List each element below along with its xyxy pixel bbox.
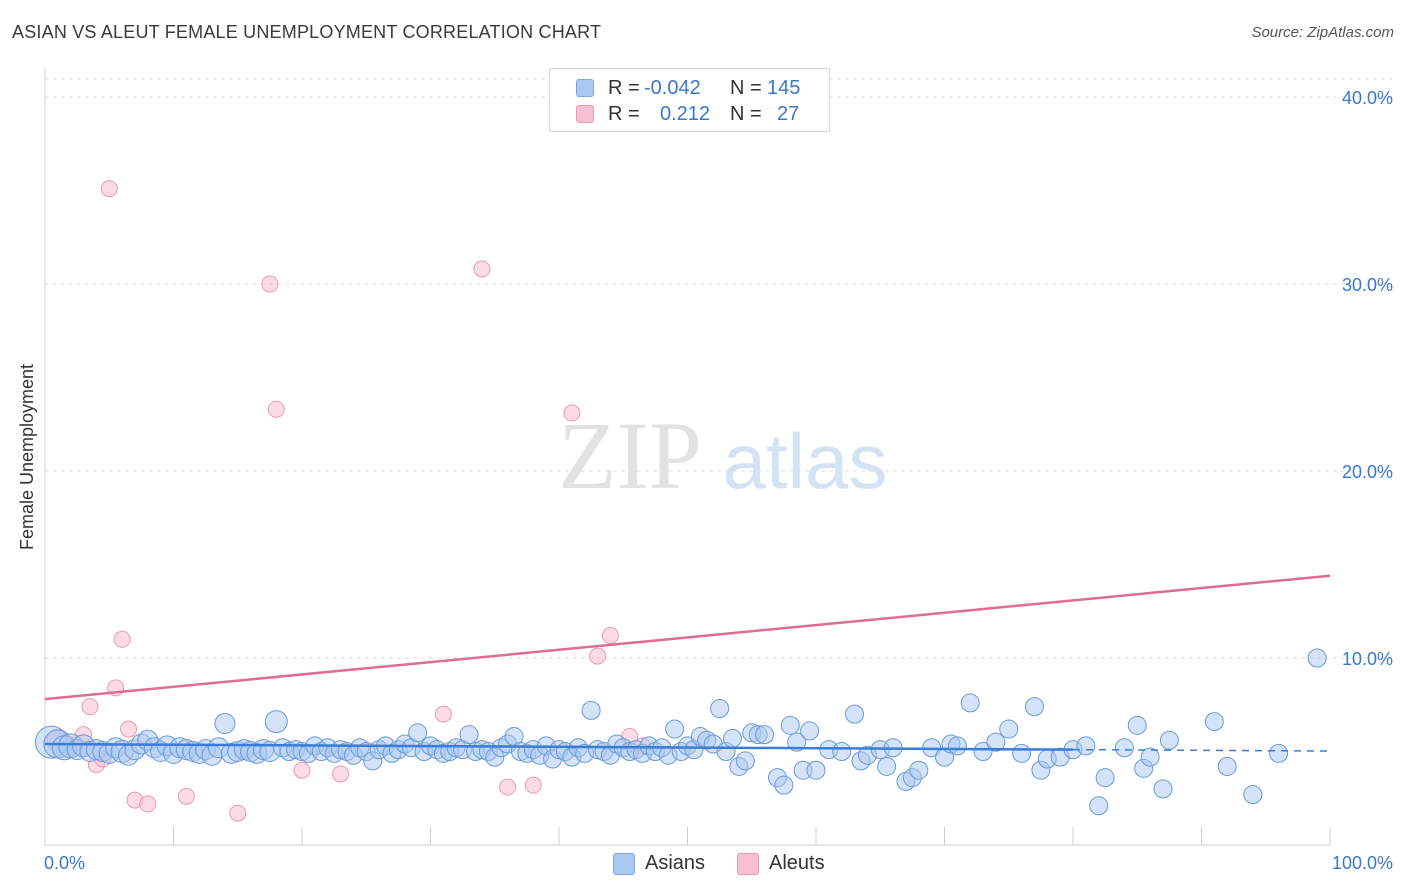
asian-point xyxy=(999,719,1019,739)
asian-point xyxy=(581,700,601,720)
legend-swatch-aleut xyxy=(576,105,594,123)
legend-n-label: N = xyxy=(730,103,762,125)
aleut-point xyxy=(524,776,542,794)
asian-point xyxy=(1153,779,1173,799)
asian-point xyxy=(1114,738,1134,758)
aleut-point xyxy=(293,761,311,779)
asian-point xyxy=(722,728,742,748)
asian-point xyxy=(459,725,479,745)
asian-point xyxy=(1243,785,1263,805)
legend-r-value: -0.042 xyxy=(644,77,701,99)
aleut-point xyxy=(261,275,279,293)
watermark: ZIP atlas xyxy=(558,402,887,509)
y-tick-label: 10.0% xyxy=(1342,649,1393,669)
asian-point xyxy=(1204,712,1224,732)
asian-points xyxy=(34,648,1327,816)
asian-point xyxy=(735,751,755,771)
legend-r-label: R = xyxy=(608,77,640,99)
asian-point xyxy=(408,723,428,743)
asian-point xyxy=(780,715,800,735)
asian-point xyxy=(960,693,980,713)
aleut-point xyxy=(499,778,517,796)
aleut-point xyxy=(332,765,350,783)
aleut-point xyxy=(267,400,285,418)
asian-point xyxy=(806,760,826,780)
asian-point xyxy=(774,775,794,795)
aleut-point xyxy=(434,705,452,723)
asian-point xyxy=(710,698,730,718)
asian-point xyxy=(755,725,775,745)
aleut-point xyxy=(177,787,195,805)
aleut-trend-line xyxy=(44,574,1331,701)
bottom-legend-swatch-aleuts xyxy=(737,853,759,875)
asian-point xyxy=(1127,715,1147,735)
asian-point xyxy=(1217,756,1237,776)
aleut-point xyxy=(473,260,491,278)
aleut-point xyxy=(120,720,138,738)
x-tick-label-start: 0.0% xyxy=(44,853,85,873)
correlation-legend: R = -0.042 N = 145 R = 0.212 N = 27 xyxy=(549,68,830,132)
aleut-point xyxy=(100,180,118,198)
bottom-legend-swatch-asians xyxy=(613,853,635,875)
aleut-point xyxy=(113,630,131,648)
chart-title: ASIAN VS ALEUT FEMALE UNEMPLOYMENT CORRE… xyxy=(12,22,602,42)
y-axis-label: Female Unemployment xyxy=(17,364,37,550)
legend-n-value: 145 xyxy=(767,77,801,99)
x-tick-label-end: 100.0% xyxy=(1332,853,1393,873)
aleut-point xyxy=(229,804,247,822)
asian-point xyxy=(832,742,852,761)
asian-point xyxy=(264,710,288,734)
asian-point xyxy=(1140,747,1160,767)
legend-n-label: N = xyxy=(730,77,762,99)
asian-point xyxy=(1307,648,1327,668)
axis-labels: 10.0% 20.0% 30.0% 40.0% 0.0% 100.0% Female Une… xyxy=(17,88,1393,873)
bottom-legend-label-asians: Asians xyxy=(645,852,706,874)
aleut-point xyxy=(139,795,157,813)
aleut-point xyxy=(601,627,619,645)
y-tick-label: 20.0% xyxy=(1342,462,1393,482)
legend-swatch-asian xyxy=(576,79,594,97)
legend-r-value: 0.212 xyxy=(660,103,711,125)
asian-point xyxy=(877,756,897,776)
asian-trend-line xyxy=(44,742,1074,751)
asian-point xyxy=(214,712,236,734)
asian-point xyxy=(1024,697,1044,717)
asian-point xyxy=(845,704,865,724)
axes xyxy=(44,68,1331,846)
trend-lines xyxy=(44,574,1331,752)
asian-point xyxy=(909,760,929,780)
watermark-atlas: atlas xyxy=(723,417,888,505)
asian-trend-extension xyxy=(1072,748,1331,752)
legend-n-value: 27 xyxy=(777,103,800,125)
y-tick-label: 30.0% xyxy=(1342,275,1393,295)
aleut-point xyxy=(589,647,607,665)
aleut-point xyxy=(563,404,581,422)
asian-point xyxy=(986,732,1006,752)
asian-point xyxy=(787,732,807,752)
bottom-legend-label-aleuts: Aleuts xyxy=(769,852,825,874)
aleut-point xyxy=(81,698,99,716)
asian-point xyxy=(1012,743,1032,763)
y-tick-label: 40.0% xyxy=(1342,88,1393,108)
asian-point xyxy=(973,742,993,761)
asian-point xyxy=(1089,796,1109,816)
source-credit: Source: ZipAtlas.com xyxy=(1251,24,1394,41)
legend-r-label: R = xyxy=(608,103,640,125)
asian-point xyxy=(665,719,685,739)
grid-lines xyxy=(45,78,1392,659)
asian-point xyxy=(1076,736,1096,756)
asian-point xyxy=(800,721,820,741)
asian-point xyxy=(1095,768,1115,788)
asian-point xyxy=(947,736,967,756)
asian-point xyxy=(1159,730,1179,750)
asian-point xyxy=(1269,743,1289,763)
watermark-zip: ZIP xyxy=(558,402,702,509)
